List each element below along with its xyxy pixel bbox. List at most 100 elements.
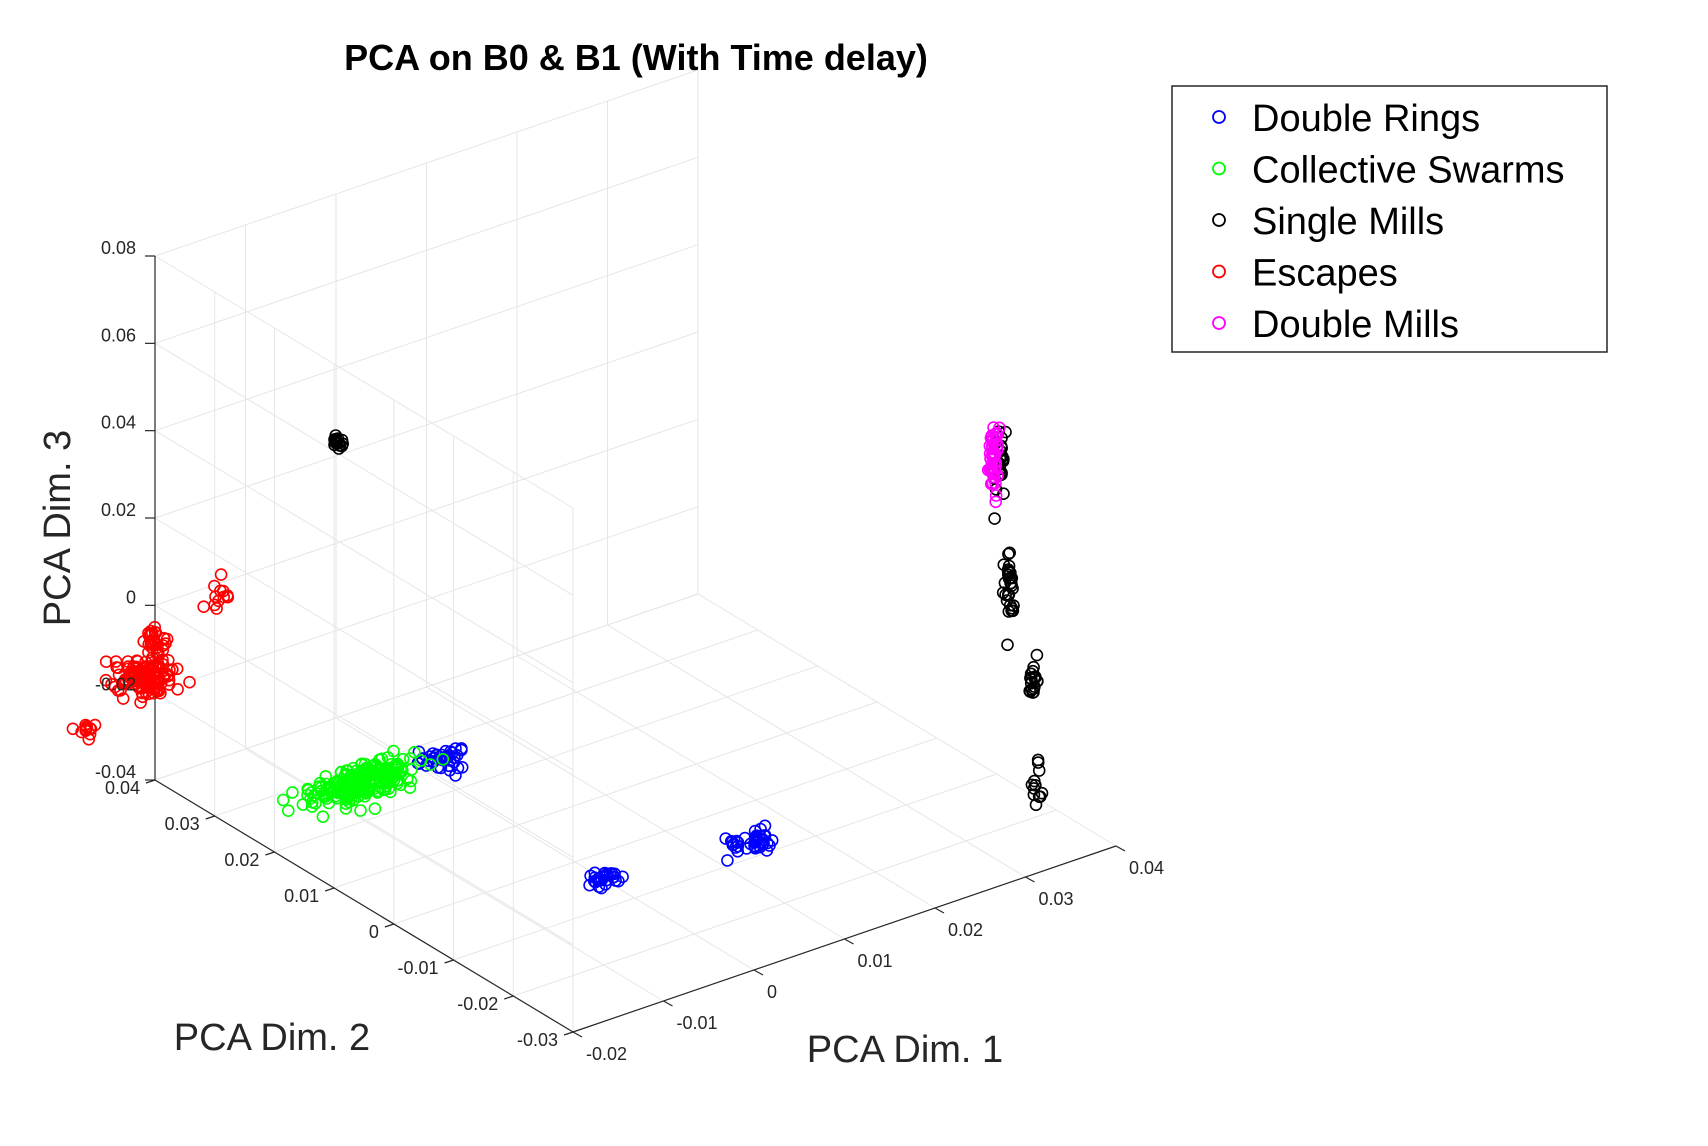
x-tick-mark bbox=[1115, 845, 1126, 852]
data-point bbox=[986, 450, 1000, 464]
legend-marker bbox=[1212, 264, 1226, 279]
x-tick-label: -0.01 bbox=[677, 1013, 718, 1033]
data-point bbox=[151, 670, 164, 683]
data-point bbox=[304, 792, 317, 805]
z-tick-label: 0.02 bbox=[101, 500, 136, 520]
data-point bbox=[373, 753, 386, 767]
data-point bbox=[158, 632, 171, 645]
y-tick-label: 0.02 bbox=[224, 850, 259, 870]
data-point bbox=[166, 663, 179, 677]
x-tick-label: 0.01 bbox=[858, 951, 893, 971]
data-point bbox=[983, 447, 997, 460]
legend-marker bbox=[1212, 161, 1226, 176]
data-point bbox=[316, 810, 330, 824]
series-double-mills bbox=[981, 421, 1006, 509]
data-point bbox=[197, 600, 210, 614]
grid-line bbox=[154, 69, 699, 257]
legend-marker bbox=[1212, 316, 1226, 330]
data-point bbox=[136, 690, 149, 704]
series-collective-swarms bbox=[276, 744, 450, 824]
data-point bbox=[99, 673, 113, 687]
data-point bbox=[296, 798, 310, 811]
data-point bbox=[382, 782, 396, 796]
data-point bbox=[150, 674, 164, 688]
data-point bbox=[108, 680, 122, 694]
data-point bbox=[99, 655, 113, 669]
x-tick-label: 0 bbox=[767, 982, 777, 1002]
x-tick-mark bbox=[572, 1031, 583, 1038]
legend-label: Double Mills bbox=[1252, 304, 1459, 346]
grid-line bbox=[607, 624, 1026, 878]
grid-line bbox=[154, 331, 699, 519]
data-point bbox=[123, 671, 137, 685]
data-point bbox=[989, 495, 1003, 509]
z-tick-label: -0.02 bbox=[95, 675, 136, 695]
data-point bbox=[989, 476, 1002, 490]
data-point bbox=[156, 658, 170, 671]
data-point bbox=[396, 752, 410, 766]
data-point bbox=[333, 439, 347, 452]
y-tick-label: 0.04 bbox=[105, 778, 140, 798]
legend-label: Single Mills bbox=[1252, 201, 1444, 243]
data-point bbox=[763, 839, 776, 852]
data-point bbox=[152, 661, 166, 675]
data-point bbox=[83, 721, 97, 735]
x-tick-mark bbox=[934, 907, 945, 914]
data-point bbox=[612, 874, 625, 888]
data-point bbox=[989, 459, 1003, 473]
y-tick-label: 0.03 bbox=[165, 814, 200, 834]
legend: Double Rings Collective Swarms Single Mill… bbox=[1171, 85, 1608, 353]
grid-line bbox=[274, 665, 818, 853]
grid-line bbox=[154, 244, 699, 432]
z-tick-label: 0.06 bbox=[101, 325, 136, 345]
data-point bbox=[286, 786, 299, 799]
y-axis-title: PCA Dim. 2 bbox=[174, 1017, 370, 1059]
x-tick-mark bbox=[1025, 876, 1035, 883]
legend-label: Escapes bbox=[1252, 253, 1398, 295]
data-point bbox=[109, 655, 123, 668]
data-point bbox=[112, 661, 125, 675]
data-point bbox=[390, 763, 404, 776]
data-point bbox=[1027, 660, 1040, 674]
data-point bbox=[339, 784, 352, 798]
data-point bbox=[1001, 638, 1014, 652]
data-point bbox=[134, 696, 147, 709]
grid-line bbox=[154, 604, 574, 858]
data-point bbox=[170, 662, 184, 676]
legend-box bbox=[1171, 85, 1608, 353]
data-point bbox=[208, 579, 221, 593]
data-point bbox=[354, 804, 367, 817]
z-tick-label: -0.04 bbox=[95, 762, 136, 782]
data-point bbox=[616, 870, 629, 884]
data-point bbox=[988, 512, 1001, 525]
data-point bbox=[276, 793, 290, 807]
data-point bbox=[360, 763, 374, 777]
z-tick-label: 0.08 bbox=[101, 238, 136, 258]
grid-line bbox=[154, 506, 699, 694]
data-point bbox=[1001, 568, 1015, 582]
grid-line bbox=[393, 737, 938, 925]
data-point bbox=[600, 868, 614, 882]
x-tick-label: 0.02 bbox=[948, 920, 983, 940]
legend-marker bbox=[1212, 110, 1226, 124]
grid-line bbox=[516, 655, 936, 909]
tick-marks bbox=[145, 255, 1126, 1038]
data-point bbox=[1032, 764, 1046, 777]
data-point bbox=[339, 797, 353, 811]
series-escapes bbox=[66, 568, 235, 746]
x-tick-mark bbox=[663, 1000, 673, 1007]
x-axis-title: PCA Dim. 1 bbox=[807, 1029, 1003, 1071]
data-point bbox=[424, 758, 437, 771]
tick-labels: -0.02 -0.01 0 0.01 0.02 0.03 0.04 -0.03 -0.02 -0.… bbox=[95, 238, 1164, 1064]
y-tick-mark bbox=[324, 887, 335, 892]
grid-line bbox=[154, 156, 699, 344]
data-point bbox=[993, 421, 1006, 435]
data-point bbox=[1002, 547, 1015, 561]
data-point bbox=[1027, 782, 1041, 795]
data-point bbox=[408, 745, 421, 759]
data-point bbox=[989, 489, 1003, 502]
data-point bbox=[157, 671, 170, 685]
data-point bbox=[404, 774, 418, 788]
data-point bbox=[361, 770, 374, 783]
